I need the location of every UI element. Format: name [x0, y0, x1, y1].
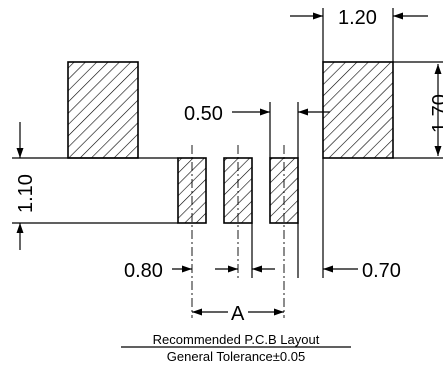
dim-label-110: 1.10: [15, 174, 37, 213]
caption-title: Recommended P.C.B Layout: [153, 332, 320, 347]
dim-label-050: 0.50: [184, 103, 223, 125]
dim-label-070: 0.70: [362, 260, 401, 282]
dim-label-120: 1.20: [338, 7, 377, 29]
dim-label-170: 1.70: [429, 94, 443, 133]
large-pad-left: [67, 61, 139, 159]
caption-tolerance: General Tolerance±0.05: [167, 349, 305, 364]
dim-label-080: 0.80: [124, 260, 163, 282]
dim-label-a: A: [231, 303, 245, 325]
large-pad-right: [322, 61, 394, 159]
